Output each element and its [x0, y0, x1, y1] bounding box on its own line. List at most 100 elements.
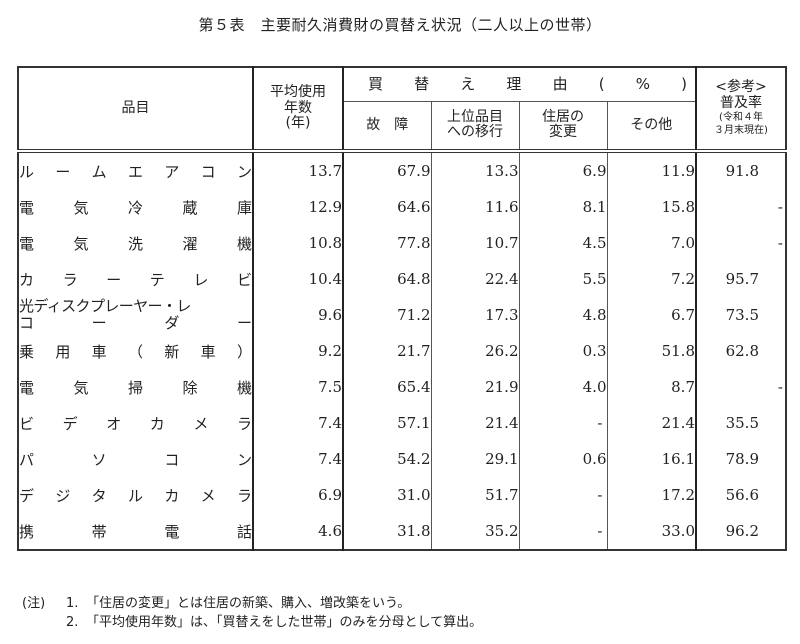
avg-years-value: 9.6: [252, 297, 344, 333]
table-row: カラーテレビ 10.4 64.8 22.4 5.5 7.2 95.7: [17, 261, 787, 297]
avg-years-value: 4.6: [252, 513, 344, 550]
residence-value: 8.1: [518, 189, 608, 225]
penetration-rate-value: -: [695, 369, 787, 405]
other-value: 7.0: [606, 225, 697, 261]
header-item: 品目: [17, 67, 254, 153]
header-other: その他: [606, 101, 697, 153]
other-value: 8.7: [606, 369, 697, 405]
other-value: 7.2: [606, 261, 697, 297]
residence-value: 4.8: [518, 297, 608, 333]
breakdown-value: 31.8: [342, 513, 432, 550]
upgrade-value: 11.6: [430, 189, 520, 225]
footnote-2: 「平均使用年数」は、「買替えをした世帯」のみを分母として算出。: [86, 615, 483, 630]
breakdown-value: 65.4: [342, 369, 432, 405]
footnote-prefix: (注): [22, 596, 46, 611]
breakdown-value: 64.8: [342, 261, 432, 297]
avg-years-value: 9.2: [252, 333, 344, 369]
table-row: パソコン 7.4 54.2 29.1 0.6 16.1 78.9: [17, 441, 787, 477]
breakdown-value: 67.9: [342, 151, 432, 189]
header-breakdown: 故 障: [342, 101, 432, 153]
table-row: ルームエアコン 13.7 67.9 13.3 6.9 11.9 91.8: [17, 151, 787, 189]
table-row: 乗用車（新車） 9.2 21.7 26.2 0.3 51.8 62.8: [17, 333, 787, 369]
upgrade-value: 51.7: [430, 477, 520, 513]
avg-years-value: 7.4: [252, 405, 344, 441]
other-value: 11.9: [606, 151, 697, 189]
breakdown-value: 71.2: [342, 297, 432, 333]
penetration-rate-value: 73.5: [695, 297, 787, 333]
avg-years-value: 13.7: [252, 151, 344, 189]
other-value: 6.7: [606, 297, 697, 333]
item-name: パソコン: [17, 441, 254, 477]
header-avg-years: 平均使用 年数 (年): [252, 67, 344, 153]
item-name: デジタルカメラ: [17, 477, 254, 513]
item-name: 乗用車（新車）: [17, 333, 254, 369]
upgrade-value: 21.4: [430, 405, 520, 441]
breakdown-value: 31.0: [342, 477, 432, 513]
penetration-rate-value: -: [695, 189, 787, 225]
penetration-rate-value: -: [695, 225, 787, 261]
footnotes: (注) 1. 「住居の変更」とは住居の新築、購入、増改築をいう。 2. 「平均使…: [22, 596, 483, 630]
penetration-rate-value: 78.9: [695, 441, 787, 477]
header-reason-group: 買 替 え 理 由 ( % ): [342, 67, 697, 102]
header-reference-rate: <参考> 普及率 (令和４年 ３月末現在): [695, 67, 787, 153]
residence-value: -: [518, 405, 608, 441]
item-name: 電気冷蔵庫: [17, 189, 254, 225]
breakdown-value: 64.6: [342, 189, 432, 225]
durable-goods-table: 品目 平均使用 年数 (年) 買 替 え 理 由 ( %: [17, 66, 787, 551]
header-residence: 住居の 変更: [518, 101, 608, 153]
penetration-rate-value: 56.6: [695, 477, 787, 513]
upgrade-value: 26.2: [430, 333, 520, 369]
item-name: ビデオカメラ: [17, 405, 254, 441]
avg-years-value: 6.9: [252, 477, 344, 513]
breakdown-value: 77.8: [342, 225, 432, 261]
avg-years-value: 10.8: [252, 225, 344, 261]
table-row: デジタルカメラ 6.9 31.0 51.7-17.2 56.6: [17, 477, 787, 513]
table-row: ビデオカメラ 7.4 57.1 21.4-21.4 35.5: [17, 405, 787, 441]
penetration-rate-value: 62.8: [695, 333, 787, 369]
upgrade-value: 21.9: [430, 369, 520, 405]
residence-value: 0.3: [518, 333, 608, 369]
avg-years-value: 10.4: [252, 261, 344, 297]
residence-value: -: [518, 477, 608, 513]
other-value: 21.4: [606, 405, 697, 441]
residence-value: 6.9: [518, 151, 608, 189]
penetration-rate-value: 91.8: [695, 151, 787, 189]
other-value: 51.8: [606, 333, 697, 369]
upgrade-value: 10.7: [430, 225, 520, 261]
residence-value: 4.0: [518, 369, 608, 405]
upgrade-value: 29.1: [430, 441, 520, 477]
item-name: 光ディスクプレーヤー・レコーダー: [17, 297, 254, 333]
penetration-rate-value: 95.7: [695, 261, 787, 297]
residence-value: 5.5: [518, 261, 608, 297]
upgrade-value: 13.3: [430, 151, 520, 189]
table-row: 電気掃除機 7.5 65.4 21.9 4.0 8.7-: [17, 369, 787, 405]
header-upgrade: 上位品目 への移行: [430, 101, 520, 153]
residence-value: 4.5: [518, 225, 608, 261]
table-row: 電気冷蔵庫 12.9 64.6 11.6 8.1 15.8-: [17, 189, 787, 225]
item-name: 電気掃除機: [17, 369, 254, 405]
breakdown-value: 57.1: [342, 405, 432, 441]
avg-years-value: 12.9: [252, 189, 344, 225]
residence-value: -: [518, 513, 608, 550]
other-value: 33.0: [606, 513, 697, 550]
table-title: 第５表 主要耐久消費財の買替え状況（二人以上の世帯）: [198, 16, 602, 34]
avg-years-value: 7.5: [252, 369, 344, 405]
penetration-rate-value: 96.2: [695, 513, 787, 550]
item-name: ルームエアコン: [17, 151, 254, 189]
penetration-rate-value: 35.5: [695, 405, 787, 441]
table-row: 電気洗濯機 10.8 77.8 10.7 4.5 7.0-: [17, 225, 787, 261]
upgrade-value: 22.4: [430, 261, 520, 297]
upgrade-value: 35.2: [430, 513, 520, 550]
item-name: 電気洗濯機: [17, 225, 254, 261]
breakdown-value: 21.7: [342, 333, 432, 369]
item-name: 携帯電話: [17, 513, 254, 550]
item-name: カラーテレビ: [17, 261, 254, 297]
other-value: 16.1: [606, 441, 697, 477]
table-row: 携帯電話 4.6 31.8 35.2-33.0 96.2: [17, 513, 787, 550]
upgrade-value: 17.3: [430, 297, 520, 333]
footnote-1: 「住居の変更」とは住居の新築、購入、増改築をいう。: [86, 596, 411, 611]
avg-years-value: 7.4: [252, 441, 344, 477]
other-value: 15.8: [606, 189, 697, 225]
breakdown-value: 54.2: [342, 441, 432, 477]
